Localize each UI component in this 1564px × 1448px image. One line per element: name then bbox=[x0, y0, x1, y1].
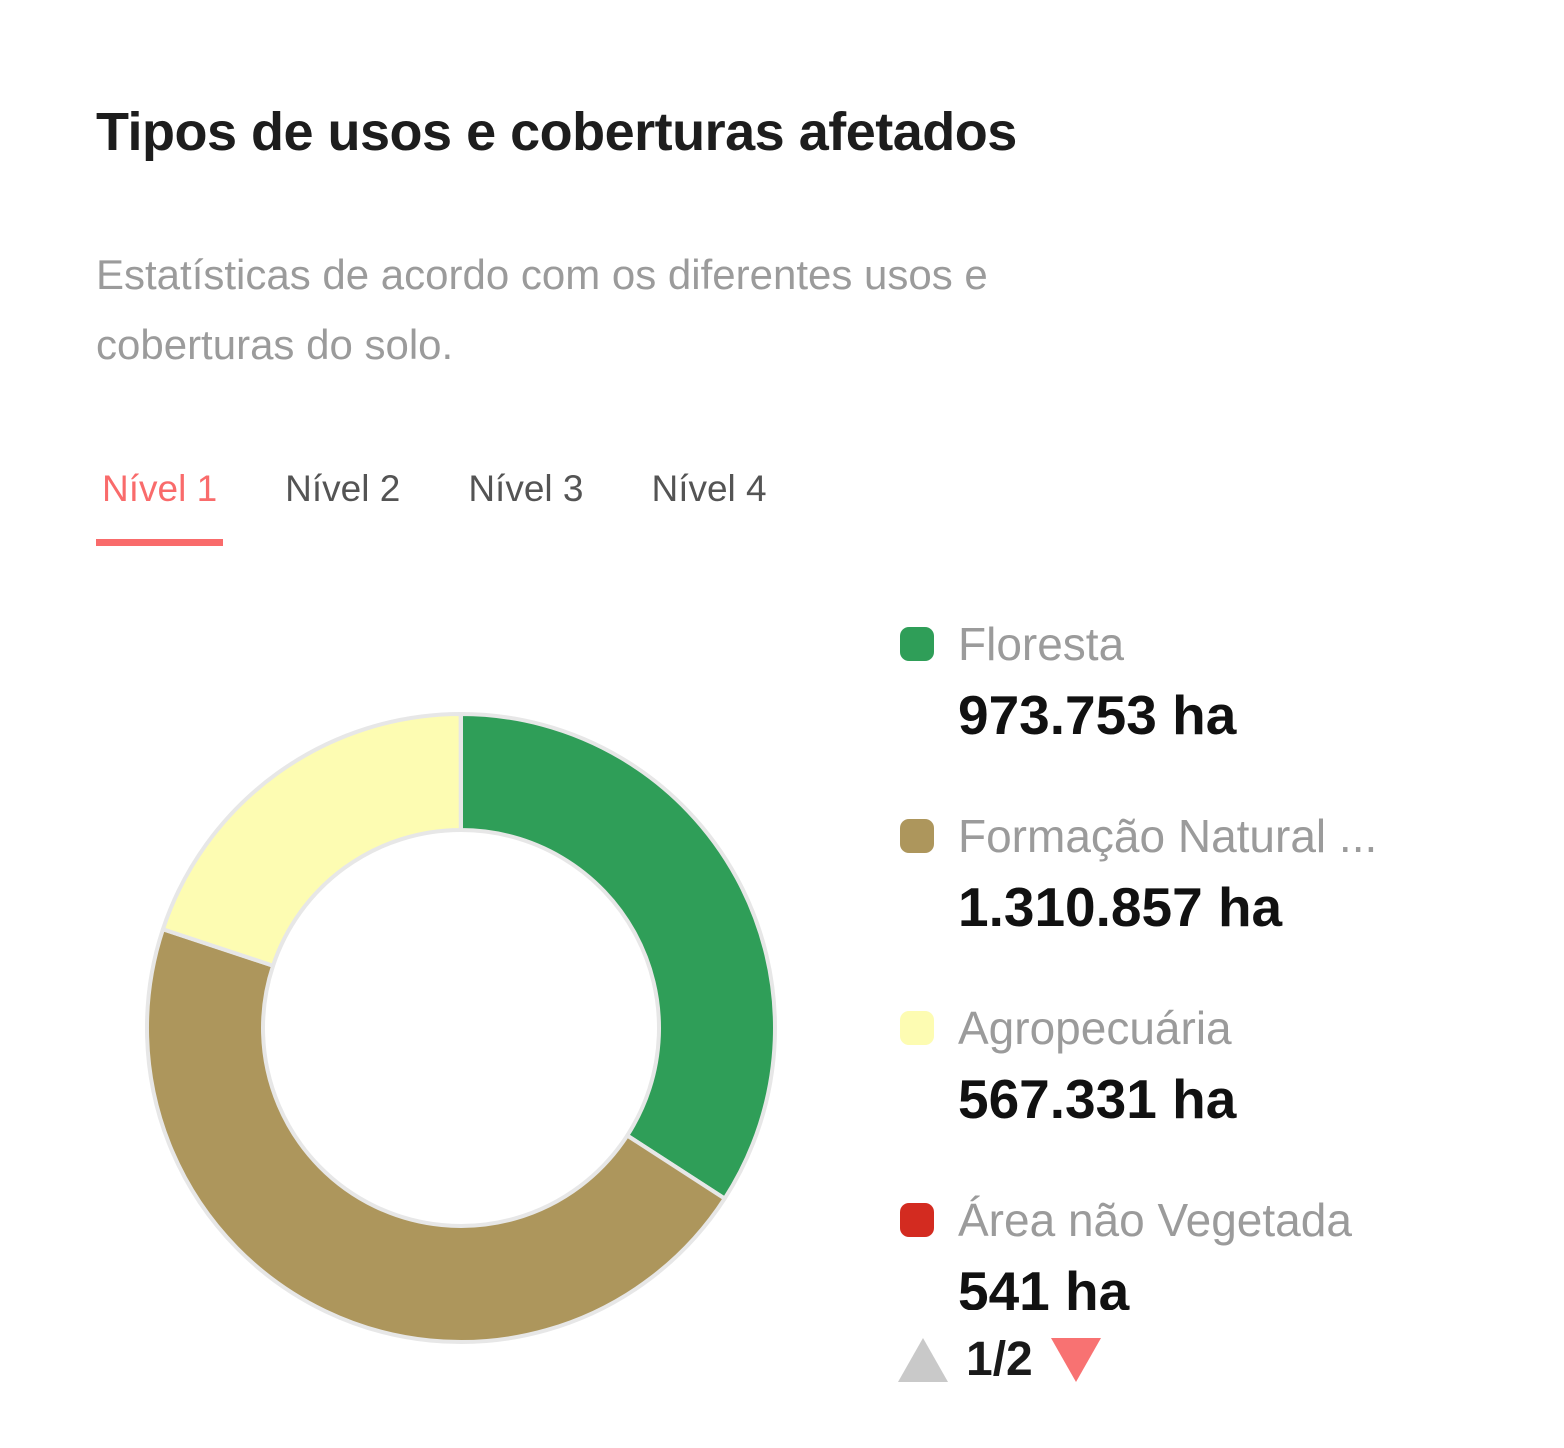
page-title: Tipos de usos e coberturas afetados bbox=[96, 102, 1017, 162]
page-subtitle: Estatísticas de acordo com os diferentes… bbox=[96, 251, 988, 368]
legend-swatch bbox=[900, 819, 934, 853]
legend-item-3[interactable]: Agropecuária 567.331 ha bbox=[900, 1002, 1520, 1130]
legend-next-button[interactable] bbox=[1050, 1338, 1101, 1382]
legend-item-2[interactable]: Formação Natural ... 1.310.857 ha bbox=[900, 810, 1520, 938]
legend-page-indicator: 1/2 bbox=[966, 1333, 1033, 1386]
legend-label: Formação Natural ... bbox=[958, 810, 1378, 862]
donut-segment-2[interactable] bbox=[144, 927, 727, 1344]
legend-prev-button[interactable] bbox=[898, 1338, 948, 1382]
legend-value: 567.331 ha bbox=[958, 1068, 1237, 1130]
tab-nivel-3[interactable]: Nível 3 bbox=[468, 468, 584, 509]
donut-chart[interactable] bbox=[143, 710, 779, 1346]
level-tabs: Nível 1 Nível 2 Nível 3 Nível 4 bbox=[96, 466, 773, 546]
legend-swatch bbox=[900, 627, 934, 661]
tab-nivel-1[interactable]: Nível 1 bbox=[96, 466, 224, 546]
legend-item-1[interactable]: Floresta 973.753 ha bbox=[900, 618, 1520, 746]
tab-nivel-4[interactable]: Nível 4 bbox=[651, 468, 767, 509]
legend-item-header: Formação Natural ... bbox=[900, 810, 1520, 862]
legend-swatch bbox=[900, 1011, 934, 1045]
legend-label: Área não Vegetada bbox=[958, 1194, 1352, 1246]
legend-item-4[interactable]: Área não Vegetada 541 ha bbox=[900, 1194, 1520, 1310]
legend-pagination: 1/2 bbox=[898, 1336, 1101, 1384]
legend-label: Agropecuária bbox=[958, 1002, 1232, 1054]
donut-segment-1[interactable] bbox=[459, 712, 777, 1201]
legend-item-header: Agropecuária bbox=[900, 1002, 1520, 1054]
legend-value: 973.753 ha bbox=[958, 684, 1237, 746]
legend-value: 1.310.857 ha bbox=[958, 876, 1283, 938]
legend-swatch bbox=[900, 1203, 934, 1237]
tab-nivel-2[interactable]: Nível 2 bbox=[285, 468, 401, 509]
chart-legend: Floresta 973.753 ha Formação Natural ... 1.… bbox=[900, 618, 1520, 1310]
donut-segment-3[interactable] bbox=[160, 712, 463, 968]
legend-label: Floresta bbox=[958, 618, 1125, 670]
legend-value: 541 ha bbox=[958, 1260, 1130, 1310]
legend-item-header: Área não Vegetada bbox=[900, 1194, 1520, 1246]
legend-item-header: Floresta bbox=[900, 618, 1520, 670]
